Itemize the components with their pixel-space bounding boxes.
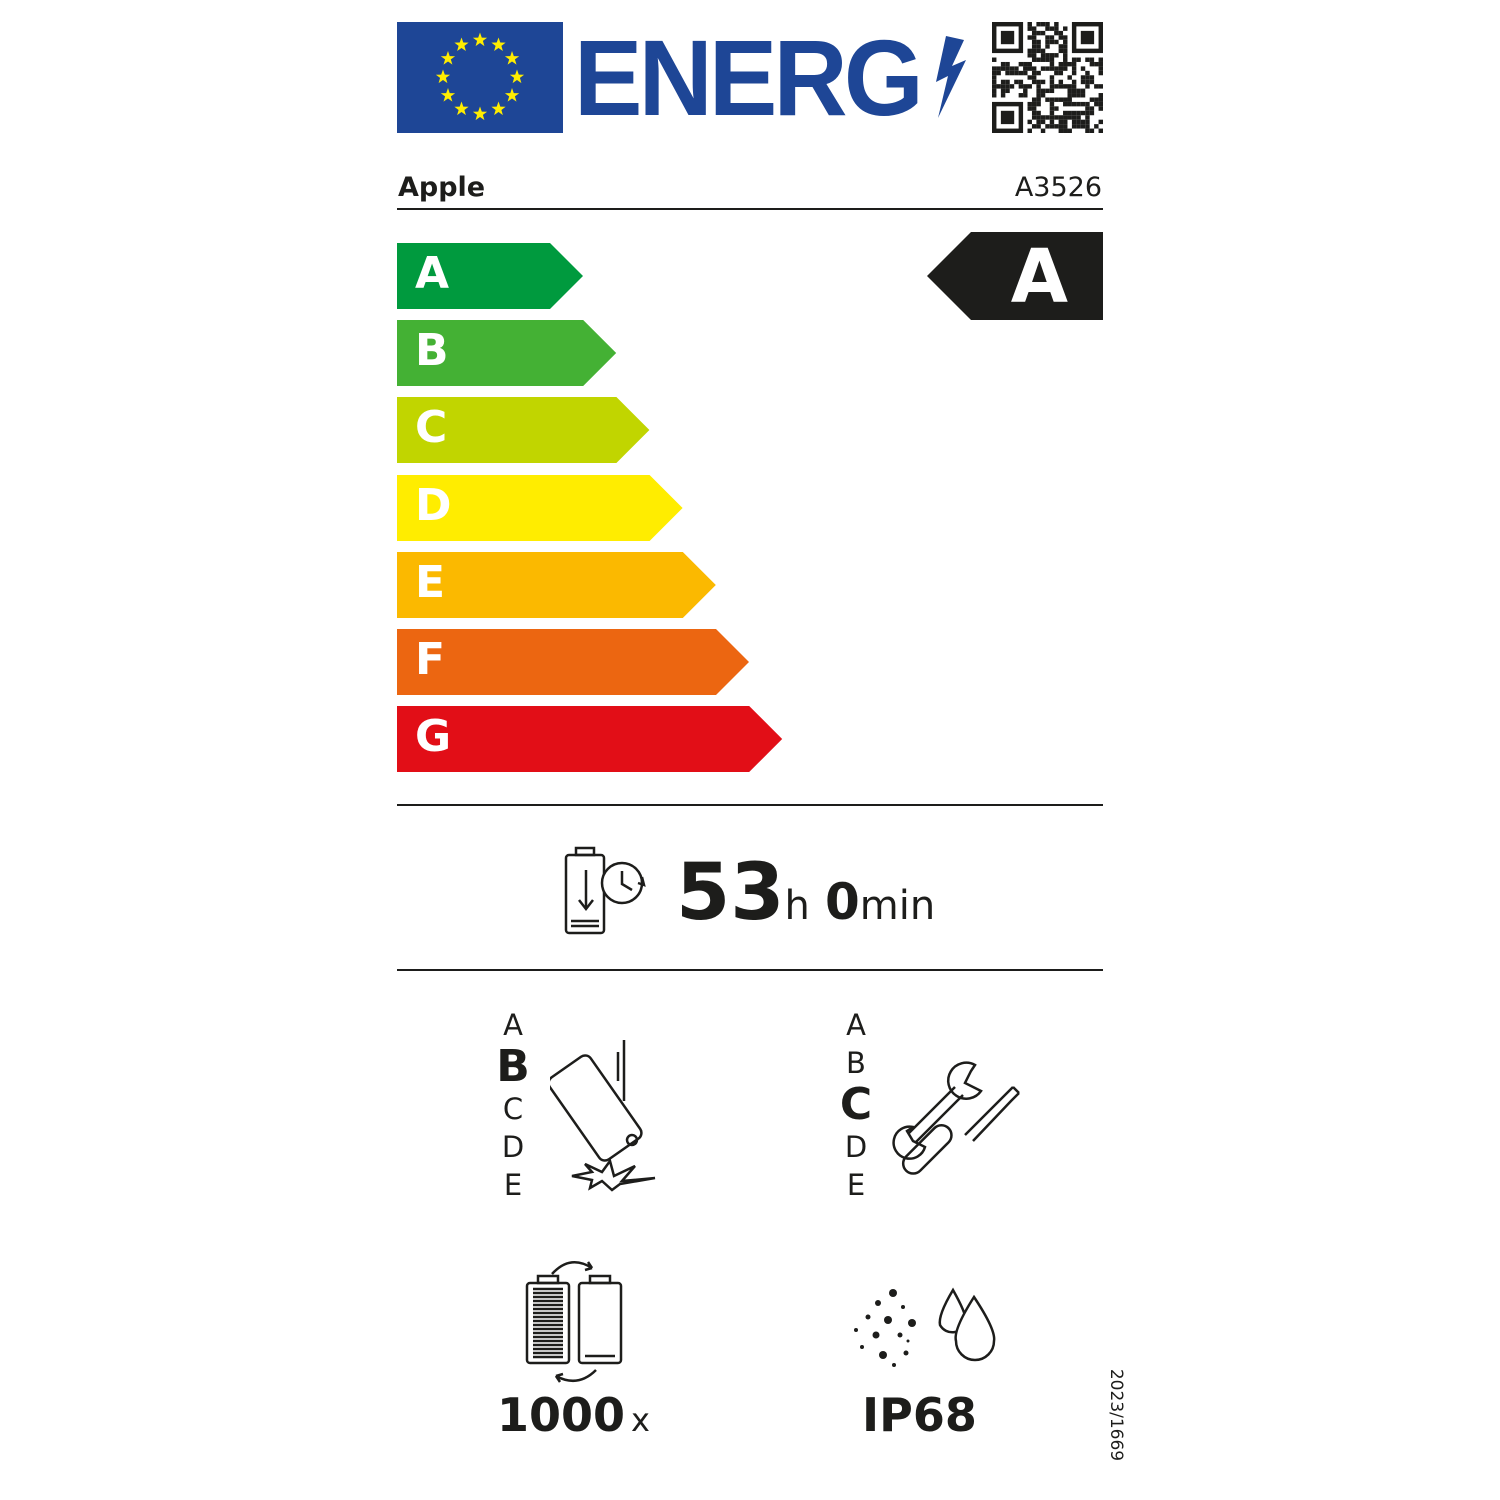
scale-class-c: C [839,1079,873,1130]
energy-class-bar-e: E [397,551,717,618]
scale-class-e: E [846,1168,866,1202]
energy-logo-text: ENERG [574,17,924,138]
energy-class-label: G [415,711,452,763]
bar-shape [397,629,749,695]
energy-class-label: E [415,556,446,608]
energy-class-bar-g: G [397,706,783,773]
battery-cycle-icon [525,1261,623,1383]
divider [397,804,1103,806]
scale-class-b: B [496,1041,530,1092]
energy-class-label: F [415,634,446,685]
scale-class-a: A [846,1008,866,1042]
scale-class-e: E [503,1168,523,1202]
scale-class-a: A [503,1008,523,1042]
bar-shape [397,551,716,618]
cycles-unit: x [631,1401,650,1439]
energy-rating-arrow: A [927,232,1103,320]
eu-flag-icon [397,22,563,133]
regulation-number: 2023/1669 [1106,1368,1127,1462]
lightning-icon [936,36,966,118]
energy-class-bar-a: A [397,243,584,309]
scale-class-d: D [844,1130,868,1164]
cycles-number: 1000 [497,1388,626,1442]
bar-shape [397,706,783,773]
energy-class-bar-b: B [397,320,617,387]
endurance-minutes: 0 [825,873,860,931]
divider [397,208,1103,210]
minutes-unit: min [859,883,936,929]
energy-class-bar-f: F [397,629,750,695]
qr-code [992,22,1103,133]
bar-shape [397,243,583,309]
supplier-brand: Apple [398,172,486,203]
energy-class-label: D [415,479,452,531]
ingress-protection-value: IP68 [862,1388,977,1442]
battery-cycles-value: 1000 x [497,1388,650,1442]
endurance-hours: 53 [676,848,785,938]
battery-endurance-value: 53h 0min [676,848,935,938]
battery-endurance-icon [564,846,646,935]
scale-class-b: B [846,1046,866,1080]
divider [397,969,1103,971]
phone-drop-icon [550,1040,656,1192]
energy-class-bar-d: D [397,474,684,541]
energy-class-label: A [415,248,450,299]
dust-water-icon [854,1287,996,1367]
model-identifier: A3526 [1014,172,1102,203]
scale-class-c: C [502,1092,524,1126]
tools-icon [892,1061,1020,1175]
scale-class-d: D [501,1130,525,1164]
hours-unit: h [784,883,810,929]
energy-class-bar-c: C [397,397,650,464]
bar-shape [397,397,650,464]
energy-rating-letter: A [1010,234,1068,320]
energy-class-label: C [415,402,448,454]
bar-shape [397,320,617,387]
bar-shape [397,474,683,541]
energy-class-label: B [415,325,449,377]
